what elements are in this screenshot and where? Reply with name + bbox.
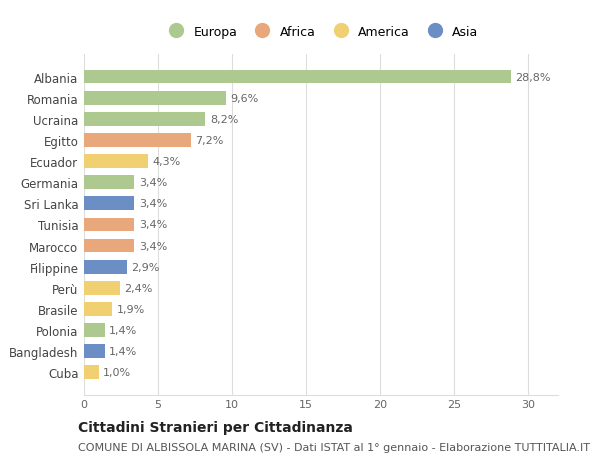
Text: 8,2%: 8,2% bbox=[210, 115, 238, 124]
Bar bbox=[84, 134, 191, 147]
Bar bbox=[84, 345, 105, 358]
Text: 1,4%: 1,4% bbox=[109, 325, 137, 335]
Bar bbox=[84, 324, 105, 337]
Bar bbox=[84, 71, 511, 84]
Text: 1,0%: 1,0% bbox=[103, 368, 131, 377]
Bar bbox=[84, 112, 205, 126]
Text: 3,4%: 3,4% bbox=[139, 178, 167, 188]
Text: 28,8%: 28,8% bbox=[515, 73, 551, 82]
Text: COMUNE DI ALBISSOLA MARINA (SV) - Dati ISTAT al 1° gennaio - Elaborazione TUTTIT: COMUNE DI ALBISSOLA MARINA (SV) - Dati I… bbox=[78, 442, 590, 452]
Text: 7,2%: 7,2% bbox=[195, 135, 223, 146]
Text: Cittadini Stranieri per Cittadinanza: Cittadini Stranieri per Cittadinanza bbox=[78, 420, 353, 434]
Bar bbox=[84, 218, 134, 232]
Text: 3,4%: 3,4% bbox=[139, 241, 167, 251]
Text: 9,6%: 9,6% bbox=[230, 94, 259, 103]
Text: 4,3%: 4,3% bbox=[152, 157, 181, 167]
Bar bbox=[84, 302, 112, 316]
Bar bbox=[84, 92, 226, 105]
Bar bbox=[84, 155, 148, 168]
Bar bbox=[84, 197, 134, 211]
Legend: Europa, Africa, America, Asia: Europa, Africa, America, Asia bbox=[158, 21, 484, 44]
Text: 1,4%: 1,4% bbox=[109, 347, 137, 356]
Bar bbox=[84, 176, 134, 190]
Bar bbox=[84, 239, 134, 253]
Bar bbox=[84, 281, 119, 295]
Text: 3,4%: 3,4% bbox=[139, 199, 167, 209]
Text: 2,9%: 2,9% bbox=[131, 262, 160, 272]
Text: 2,4%: 2,4% bbox=[124, 283, 152, 293]
Bar bbox=[84, 366, 99, 379]
Text: 1,9%: 1,9% bbox=[116, 304, 145, 314]
Text: 3,4%: 3,4% bbox=[139, 220, 167, 230]
Bar bbox=[84, 260, 127, 274]
